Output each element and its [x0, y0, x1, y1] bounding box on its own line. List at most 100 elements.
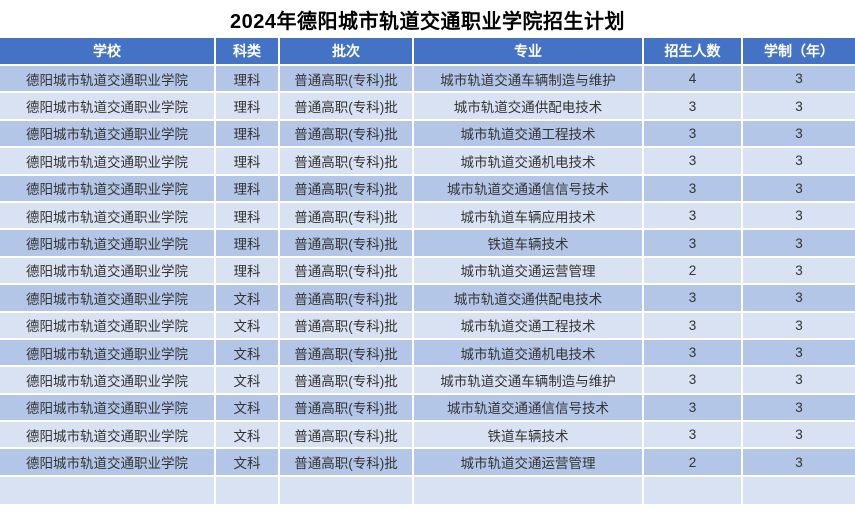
table-cell: 文科 — [216, 422, 280, 450]
table-cell — [0, 476, 216, 505]
admission-plan-table: 学校 科类 批次 专业 招生人数 学制（年） 德阳城市轨道交通职业学院 理科 普通高职(专科)… — [0, 38, 855, 505]
table-cell: 普通高职(专科)批 — [280, 394, 414, 423]
table-cell: 3 — [743, 285, 855, 313]
table-cell: 3 — [743, 312, 855, 340]
table-cell: 德阳城市轨道交通职业学院 — [0, 394, 216, 423]
table-cell: 德阳城市轨道交通职业学院 — [0, 312, 216, 340]
table-row: 德阳城市轨道交通职业学院 文科 普通高职(专科)批 城市轨道交通工程技术 3 3 — [0, 312, 855, 340]
table-row: 德阳城市轨道交通职业学院 理科 普通高职(专科)批 城市轨道交通车辆制造与维护 4 3 — [0, 66, 855, 94]
table-cell: 普通高职(专科)批 — [280, 257, 414, 286]
table-cell: 德阳城市轨道交通职业学院 — [0, 148, 216, 176]
table-cell: 城市轨道交通机电技术 — [414, 148, 644, 176]
table-row: 德阳城市轨道交通职业学院 理科 普通高职(专科)批 城市轨道交通工程技术 3 3 — [0, 120, 855, 149]
table-cell: 2 — [644, 257, 743, 286]
table-cell: 3 — [743, 202, 855, 231]
table-cell: 3 — [743, 120, 855, 149]
table-cell — [216, 476, 280, 505]
table-cell — [743, 476, 855, 505]
table-cell: 3 — [644, 175, 743, 203]
table-cell: 城市轨道交通车辆制造与维护 — [414, 367, 644, 395]
table-cell: 3 — [644, 422, 743, 450]
table-cell — [280, 476, 414, 505]
table-cell: 文科 — [216, 339, 280, 368]
table-cell: 德阳城市轨道交通职业学院 — [0, 175, 216, 203]
table-cell: 理科 — [216, 120, 280, 149]
table-row: 德阳城市轨道交通职业学院 理科 普通高职(专科)批 城市轨道交通运营管理 2 3 — [0, 257, 855, 286]
table-cell: 德阳城市轨道交通职业学院 — [0, 449, 216, 477]
table-cell: 文科 — [216, 367, 280, 395]
table-cell: 德阳城市轨道交通职业学院 — [0, 339, 216, 368]
table-cell: 普通高职(专科)批 — [280, 120, 414, 149]
table-cell: 德阳城市轨道交通职业学院 — [0, 93, 216, 121]
table-cell: 3 — [743, 230, 855, 258]
table-cell: 普通高职(专科)批 — [280, 312, 414, 340]
table-cell: 理科 — [216, 257, 280, 286]
table-cell: 3 — [644, 394, 743, 423]
table-cell — [644, 476, 743, 505]
table-row: 德阳城市轨道交通职业学院 文科 普通高职(专科)批 铁道车辆技术 3 3 — [0, 422, 855, 450]
table-cell: 3 — [644, 230, 743, 258]
table-row: 德阳城市轨道交通职业学院 理科 普通高职(专科)批 城市轨道交通机电技术 3 3 — [0, 148, 855, 176]
table-cell: 2 — [644, 449, 743, 477]
table-cell: 3 — [644, 202, 743, 231]
table-cell: 3 — [644, 93, 743, 121]
table-row-clipped — [0, 476, 855, 505]
table-cell: 3 — [743, 257, 855, 286]
table-cell: 普通高职(专科)批 — [280, 422, 414, 450]
table-cell: 理科 — [216, 202, 280, 231]
table-cell: 普通高职(专科)批 — [280, 285, 414, 313]
table-row: 德阳城市轨道交通职业学院 文科 普通高职(专科)批 城市轨道交通车辆制造与维护 3 3 — [0, 367, 855, 395]
table-cell: 德阳城市轨道交通职业学院 — [0, 66, 216, 94]
table-cell: 3 — [743, 449, 855, 477]
table-cell: 理科 — [216, 66, 280, 94]
table-cell: 3 — [743, 175, 855, 203]
column-header-2: 科类 — [216, 38, 280, 66]
table-cell: 城市轨道交通通信信号技术 — [414, 175, 644, 203]
table-row: 德阳城市轨道交通职业学院 文科 普通高职(专科)批 城市轨道交通供配电技术 3 3 — [0, 285, 855, 313]
table-cell: 德阳城市轨道交通职业学院 — [0, 422, 216, 450]
table-cell: 3 — [644, 339, 743, 368]
table-cell: 普通高职(专科)批 — [280, 66, 414, 94]
table-cell: 铁道车辆技术 — [414, 422, 644, 450]
table-cell: 城市轨道交通运营管理 — [414, 257, 644, 286]
table-cell: 城市轨道交通通信信号技术 — [414, 394, 644, 423]
table-row: 德阳城市轨道交通职业学院 理科 普通高职(专科)批 城市轨道交通通信信号技术 3 3 — [0, 175, 855, 203]
column-header-4: 专业 — [414, 38, 644, 66]
table-cell: 4 — [644, 66, 743, 94]
table-cell: 3 — [644, 148, 743, 176]
table-cell: 普通高职(专科)批 — [280, 449, 414, 477]
table-cell: 普通高职(专科)批 — [280, 367, 414, 395]
table-cell: 文科 — [216, 312, 280, 340]
table-cell: 普通高职(专科)批 — [280, 148, 414, 176]
table-cell: 普通高职(专科)批 — [280, 339, 414, 368]
table-cell: 普通高职(专科)批 — [280, 230, 414, 258]
table-header-row: 学校 科类 批次 专业 招生人数 学制（年） — [0, 38, 855, 66]
table-cell: 德阳城市轨道交通职业学院 — [0, 230, 216, 258]
table-row: 德阳城市轨道交通职业学院 理科 普通高职(专科)批 城市轨道车辆应用技术 3 3 — [0, 202, 855, 231]
table-cell: 3 — [743, 339, 855, 368]
table-cell: 城市轨道车辆应用技术 — [414, 202, 644, 231]
table-cell: 城市轨道交通工程技术 — [414, 120, 644, 149]
table-cell: 城市轨道交通车辆制造与维护 — [414, 66, 644, 94]
table-cell: 德阳城市轨道交通职业学院 — [0, 202, 216, 231]
table-cell: 理科 — [216, 230, 280, 258]
table-cell: 3 — [743, 148, 855, 176]
column-header-3: 批次 — [280, 38, 414, 66]
table-cell: 城市轨道交通运营管理 — [414, 449, 644, 477]
table-cell: 铁道车辆技术 — [414, 230, 644, 258]
table-cell: 德阳城市轨道交通职业学院 — [0, 257, 216, 286]
table-cell: 文科 — [216, 394, 280, 423]
table-cell: 德阳城市轨道交通职业学院 — [0, 120, 216, 149]
table-cell: 普通高职(专科)批 — [280, 175, 414, 203]
table-cell: 3 — [644, 367, 743, 395]
table-cell: 3 — [743, 367, 855, 395]
table-cell: 德阳城市轨道交通职业学院 — [0, 285, 216, 313]
table-cell: 3 — [743, 93, 855, 121]
table-cell: 德阳城市轨道交通职业学院 — [0, 367, 216, 395]
table-cell: 3 — [644, 312, 743, 340]
column-header-1: 学校 — [0, 38, 216, 66]
table-cell: 文科 — [216, 449, 280, 477]
table-cell: 城市轨道交通供配电技术 — [414, 93, 644, 121]
table-cell: 3 — [743, 66, 855, 94]
